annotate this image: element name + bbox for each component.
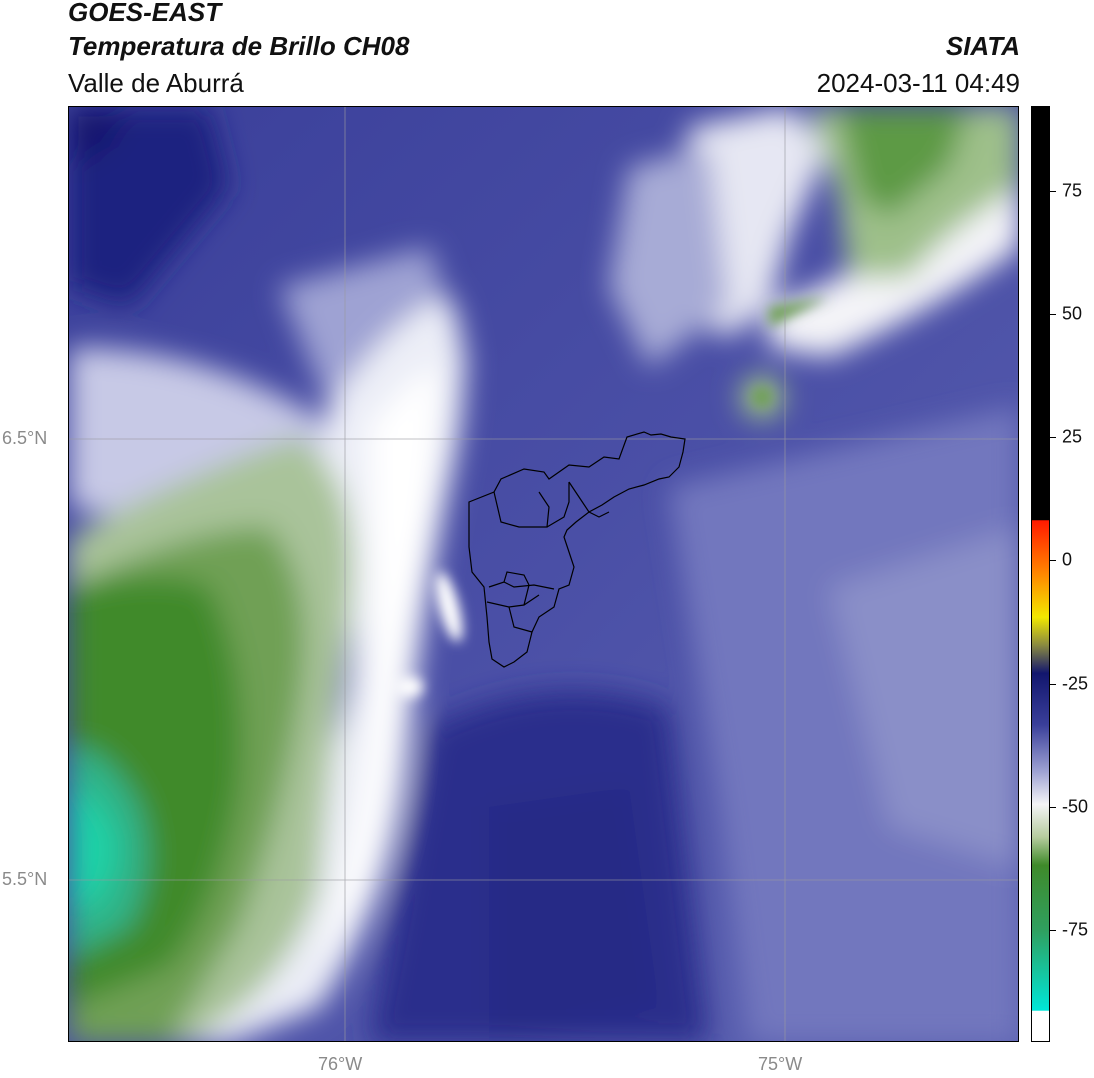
colorbar-tick bbox=[1050, 560, 1056, 561]
colorbar-tick bbox=[1050, 437, 1056, 438]
colorbar-label-neg75: -75 bbox=[1062, 919, 1089, 940]
satellite-map bbox=[68, 106, 1019, 1042]
colorbar-label-75: 75 bbox=[1062, 180, 1083, 201]
colorbar-label-25: 25 bbox=[1062, 426, 1083, 447]
lat-label-6-5: 6.5°N bbox=[2, 428, 48, 448]
colorbar-tick bbox=[1050, 930, 1056, 931]
title-satellite: GOES-EAST bbox=[68, 0, 222, 27]
lon-label-76: 76°W bbox=[318, 1054, 363, 1074]
colorbar bbox=[1031, 106, 1050, 1042]
colorbar-tick bbox=[1050, 191, 1056, 192]
colorbar-tick bbox=[1050, 314, 1056, 315]
colorbar-label-50: 50 bbox=[1062, 303, 1083, 324]
brightness-temperature-field bbox=[69, 107, 1018, 1041]
municipal-boundaries bbox=[468, 431, 686, 668]
colorbar-label-neg25: -25 bbox=[1062, 673, 1089, 694]
title-timestamp: 2024-03-11 04:49 bbox=[816, 68, 1020, 98]
lat-label-5-5: 5.5°N bbox=[2, 869, 48, 889]
title-product: Temperatura de Brillo CH08 bbox=[68, 31, 410, 61]
gridlines bbox=[69, 107, 1018, 1041]
colorbar-label-0: 0 bbox=[1062, 549, 1073, 570]
lon-label-75: 75°W bbox=[758, 1054, 803, 1074]
colorbar-label-neg50: -50 bbox=[1062, 796, 1089, 817]
title-agency: SIATA bbox=[945, 31, 1020, 61]
title-region: Valle de Aburrá bbox=[68, 68, 244, 98]
colorbar-tick bbox=[1050, 807, 1056, 808]
colorbar-tick bbox=[1050, 684, 1056, 685]
